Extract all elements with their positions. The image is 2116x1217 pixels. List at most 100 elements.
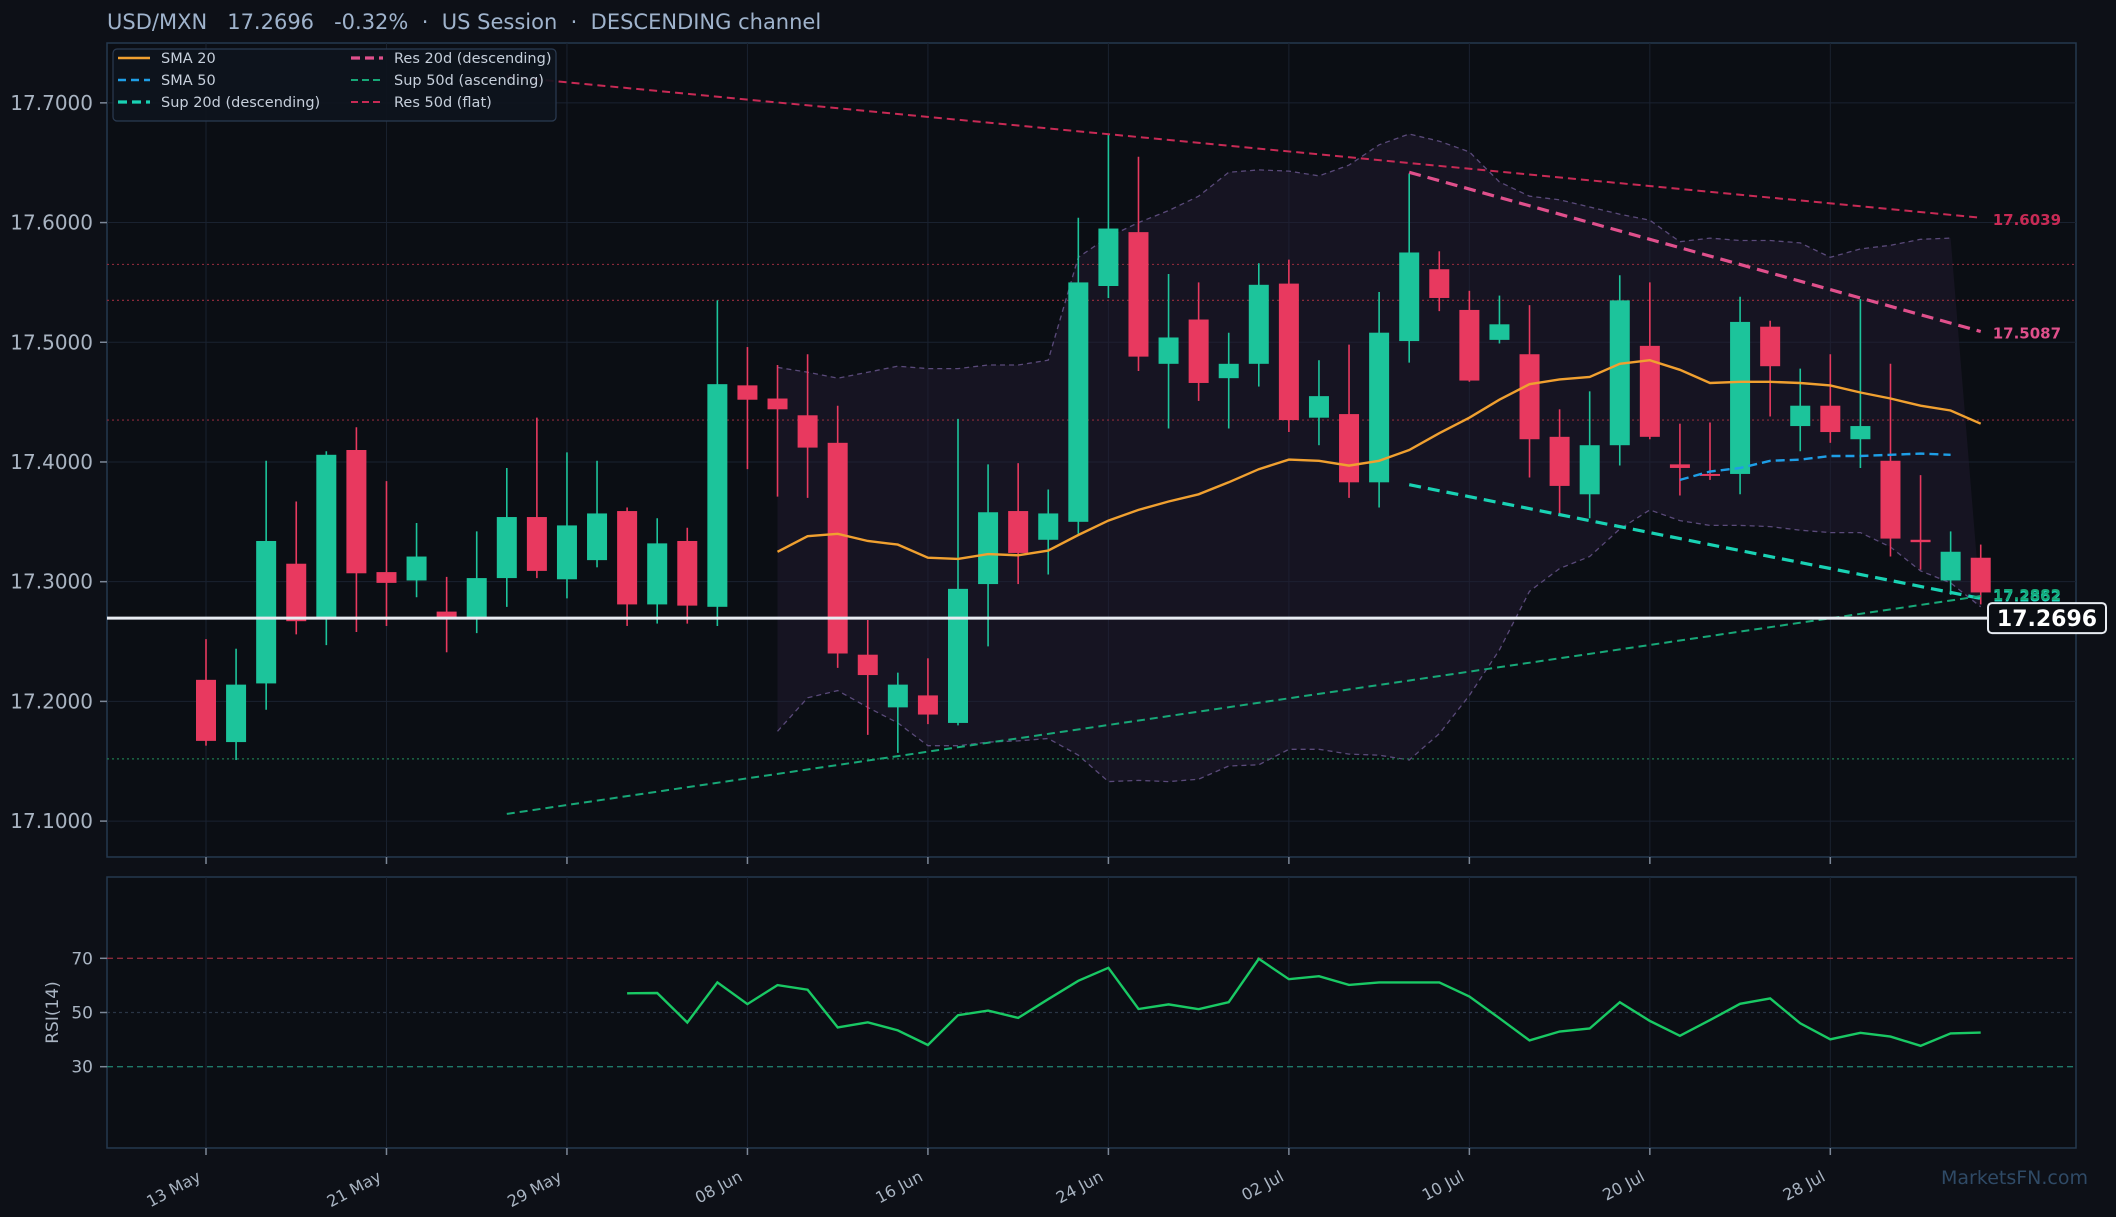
price-change: -0.32% (334, 10, 409, 34)
legend-entry: Sup 20d (descending) (161, 95, 320, 111)
date-tick-label: 13 May (143, 1167, 204, 1211)
price-y-tick-label: 17.1000 (10, 809, 93, 833)
candle-body-up (647, 543, 668, 605)
candle-body-down (1549, 436, 1570, 486)
date-tick-label: 16 Jun (872, 1167, 925, 1207)
candle-body-up (1609, 300, 1630, 446)
candle-body-up (1369, 332, 1390, 483)
rsi-y-tick-label: 50 (71, 1004, 93, 1024)
candle-body-up (1218, 363, 1239, 379)
price-y-tick-label: 17.7000 (10, 91, 93, 115)
sup20d-line-value-label: 17.2862 (1993, 587, 2061, 605)
candle-body-up (466, 578, 487, 618)
sup50d-line-value-label: 17.2882 (1993, 586, 2061, 604)
candle-body-down (1669, 464, 1690, 468)
candle-body-down (1760, 326, 1781, 367)
candle-body-down (1880, 460, 1901, 539)
candle-body-down (1820, 405, 1841, 433)
price-y-tick-label: 17.2000 (10, 689, 93, 713)
rsi-axis-label: RSI(14) (43, 981, 63, 1044)
price-y-tick-label: 17.4000 (10, 450, 93, 474)
legend-entry: Sup 50d (ascending) (394, 73, 544, 89)
candle-body-down (1700, 473, 1720, 476)
legend: SMA 20 SMA 50 Sup 20d (descending) Res 20d … (112, 48, 557, 122)
candle-body-down (1128, 232, 1149, 357)
date-tick-label: 10 Jul (1419, 1167, 1467, 1205)
candle-body-down (767, 398, 788, 410)
candle-body-down (1459, 309, 1480, 381)
candle-body-down (1008, 511, 1029, 553)
candle-body-down (526, 517, 547, 571)
date-tick-label: 02 Jul (1238, 1167, 1286, 1205)
chart-header: USD/MXN 17.2696 -0.32% · US Session · DE… (107, 10, 822, 34)
res20d-line-value-label: 17.5087 (1993, 324, 2061, 342)
date-tick-label: 08 Jun (692, 1167, 745, 1207)
price-y-tick-label: 17.6000 (10, 211, 93, 235)
candle-body-up (948, 588, 968, 723)
candle-body-up (1098, 228, 1119, 287)
candle-body-up (1068, 282, 1089, 522)
candle-body-down (917, 695, 938, 715)
candle-body-down (617, 511, 638, 605)
sma20-line (776, 358, 1982, 561)
rsi-y-tick-label: 70 (71, 949, 93, 969)
candle-body-up (978, 512, 999, 585)
rsi-line (627, 957, 1981, 1048)
watermark: MarketsFN.com (1941, 1167, 2088, 1189)
session-label: US Session (441, 10, 558, 34)
res50d-line-value-label: 17.6039 (1993, 211, 2061, 229)
candle-body-up (1489, 324, 1510, 340)
candle-body-up (496, 517, 517, 579)
bollinger-lower-line (777, 509, 1982, 783)
candle-body-up (1579, 445, 1600, 495)
bollinger-upper-line (777, 133, 1951, 379)
candle-body-down (196, 679, 216, 741)
candle-body-up (406, 556, 427, 581)
candle-body-down (1278, 283, 1299, 421)
candle-body-down (1970, 557, 1991, 593)
candle-body-down (1429, 269, 1450, 298)
candle-body-up (256, 540, 277, 684)
candle-body-up (556, 525, 577, 580)
candle-body-up (1158, 337, 1179, 364)
date-tick-label: 20 Jul (1599, 1167, 1647, 1205)
candle-body-up (1308, 396, 1329, 418)
res20d-line (1408, 170, 1982, 334)
date-tick-label: 24 Jun (1053, 1167, 1106, 1207)
rsi-y-tick-label: 30 (71, 1058, 93, 1078)
candle-body-down (797, 415, 818, 448)
candle-body-down (1519, 354, 1540, 440)
candle-body-down (677, 540, 698, 606)
sup20d-line (1408, 483, 1982, 601)
candle-body-up (707, 384, 728, 607)
candle-body-down (436, 611, 457, 618)
candle-body-down (1188, 319, 1209, 383)
candle-body-down (376, 572, 397, 583)
candle-body-down (1910, 539, 1931, 543)
legend-entry: Res 20d (descending) (394, 51, 551, 67)
candle-body-up (1940, 551, 1961, 581)
candle-body-up (1730, 321, 1751, 474)
candle-body-up (316, 454, 337, 619)
candle-body-down (827, 442, 848, 654)
candle-body-down (857, 654, 878, 676)
candle-body-up (1790, 405, 1811, 427)
date-tick-label: 28 Jul (1780, 1167, 1828, 1205)
candle-body-up (1850, 426, 1871, 440)
legend-box (112, 48, 557, 122)
sma50-line (1679, 452, 1951, 482)
channel-label: DESCENDING channel (590, 10, 822, 34)
legend-entry: Res 50d (flat) (394, 95, 492, 111)
date-tick-label: 21 May (324, 1167, 385, 1211)
candle-body-up (1248, 284, 1269, 364)
price-y-tick-label: 17.3000 (10, 570, 93, 594)
candle-body-up (226, 684, 247, 743)
candle-body-down (1639, 345, 1660, 437)
candle-body-up (887, 684, 908, 708)
candle-body-down (346, 450, 367, 574)
candle-body-down (1339, 414, 1360, 483)
date-tick-label: 29 May (504, 1167, 565, 1211)
current-price-badge (1987, 602, 2107, 635)
current-price-label: 17.2696 (1997, 607, 2097, 632)
